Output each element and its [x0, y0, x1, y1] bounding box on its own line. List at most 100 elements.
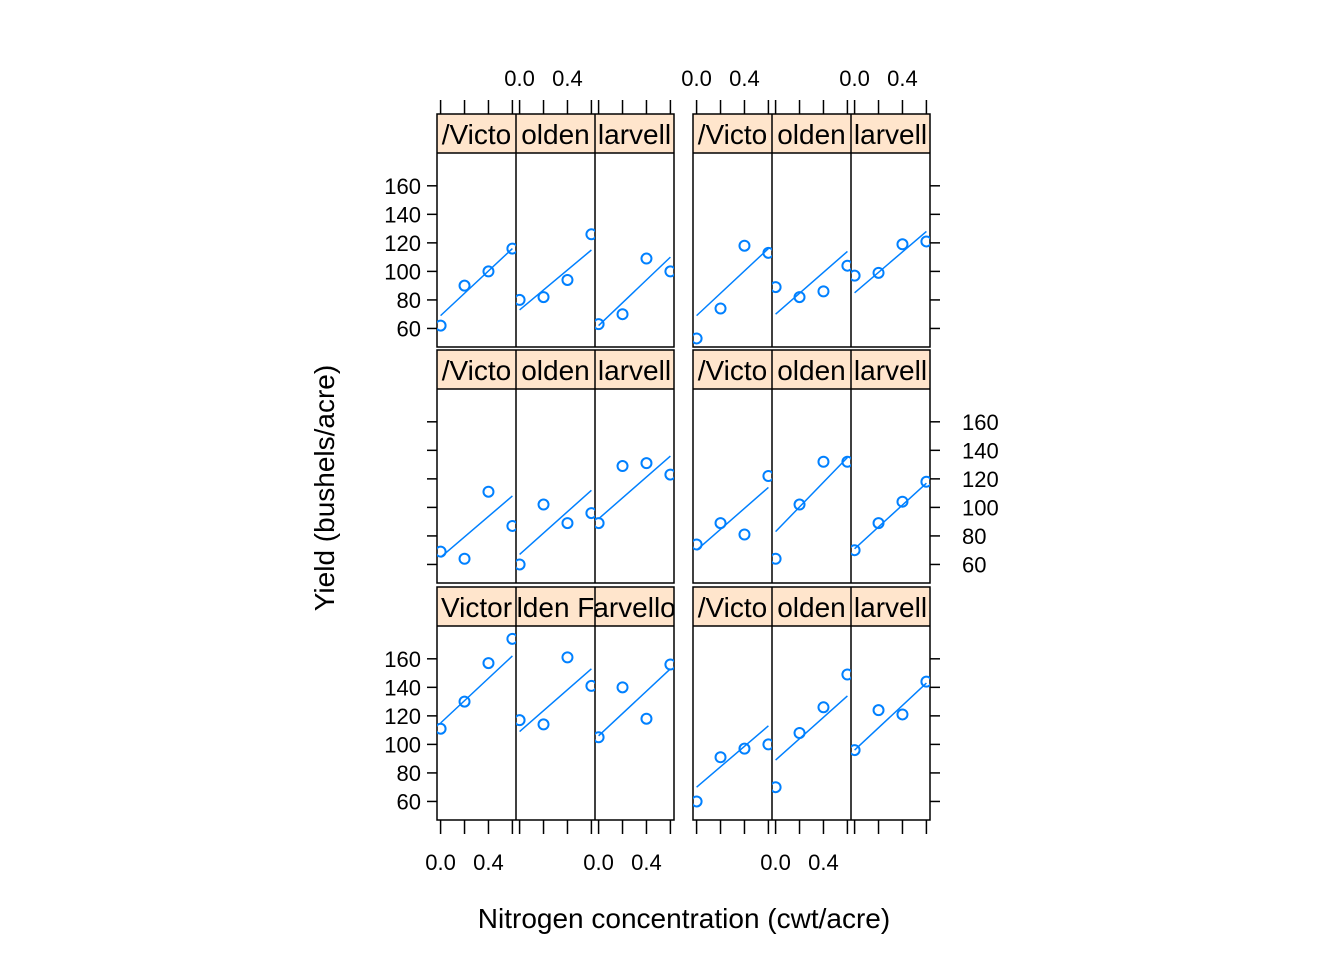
panel-plot	[437, 485, 516, 565]
regression-line	[696, 486, 769, 551]
regression-line	[598, 668, 671, 737]
strip-bg	[851, 587, 930, 626]
data-point	[714, 517, 727, 530]
data-point	[714, 751, 727, 764]
panel-plot	[693, 725, 772, 808]
regression-line	[519, 489, 592, 556]
y-tick-label: 160	[962, 410, 999, 435]
x-tick-label-top: 0.4	[729, 66, 760, 91]
panel-plot	[772, 250, 851, 315]
regression-line	[854, 230, 927, 294]
strip-bg	[772, 587, 851, 626]
y-axis-label: Yield (bushels/acre)	[309, 365, 340, 611]
y-tick-label: 80	[397, 761, 421, 786]
data-point	[561, 651, 574, 664]
strip-bg	[595, 587, 674, 626]
strip-bg	[851, 350, 930, 389]
data-point	[772, 281, 782, 294]
data-point	[561, 273, 574, 286]
data-point	[920, 675, 930, 688]
data-point	[793, 291, 806, 304]
panel-plot	[437, 242, 516, 332]
data-point	[793, 498, 806, 511]
data-point	[738, 239, 751, 252]
data-point	[537, 291, 550, 304]
x-tick-label-top: 0.4	[887, 66, 918, 91]
y-tick-label: 100	[962, 495, 999, 520]
strip-bg	[693, 587, 772, 626]
x-tick-label-bottom: 0.4	[808, 850, 839, 875]
regression-line	[519, 668, 592, 733]
y-tick-label: 100	[384, 259, 421, 284]
data-point	[585, 507, 595, 520]
panel-plot	[516, 489, 595, 571]
strip-bg	[772, 350, 851, 389]
data-point	[762, 738, 772, 751]
data-point	[896, 238, 909, 251]
panel-plot	[595, 658, 674, 744]
strip-label: larvell	[854, 592, 927, 623]
panel-plot	[772, 455, 851, 565]
data-point	[516, 714, 526, 727]
data-point	[437, 545, 447, 558]
data-point	[616, 460, 629, 473]
data-point	[693, 795, 703, 808]
panel-frame	[692, 113, 931, 348]
data-point	[738, 528, 751, 541]
strip-label: larvell	[854, 119, 927, 150]
data-point	[920, 235, 930, 248]
panel-frame	[436, 113, 675, 348]
panel-frame	[692, 349, 931, 584]
regression-line	[696, 248, 769, 317]
y-tick-label: 100	[384, 732, 421, 757]
data-point	[841, 455, 851, 468]
regression-line	[440, 248, 513, 317]
data-point	[896, 708, 909, 721]
panel-plot	[693, 239, 772, 345]
panel-plot	[693, 470, 772, 551]
data-point	[772, 552, 782, 565]
regression-line	[519, 249, 592, 311]
strip-label: larvell	[854, 355, 927, 386]
panel-frame	[436, 586, 675, 821]
data-point	[851, 744, 861, 757]
data-point	[537, 718, 550, 731]
data-point	[762, 470, 772, 483]
x-tick-label-bottom: 0.0	[425, 850, 456, 875]
data-point	[664, 468, 674, 481]
data-point	[817, 701, 830, 714]
strip-bg	[772, 114, 851, 153]
x-tick-label-top: 0.0	[504, 66, 535, 91]
data-point	[841, 259, 851, 272]
data-point	[772, 781, 782, 794]
strip-label: /Victo	[442, 355, 512, 386]
data-point	[537, 498, 550, 511]
x-tick-label-bottom: 0.0	[760, 850, 791, 875]
regression-line	[598, 455, 671, 520]
strip-bg	[693, 350, 772, 389]
data-point	[817, 285, 830, 298]
strip-label: arvello	[593, 592, 675, 623]
x-tick-label-bottom: 0.4	[631, 850, 662, 875]
y-tick-label: 120	[962, 467, 999, 492]
strip-label: Victor	[441, 592, 512, 623]
data-point	[817, 455, 830, 468]
strip-bg	[516, 350, 595, 389]
panel-plot	[772, 668, 851, 794]
y-tick-label: 80	[397, 288, 421, 313]
data-point	[851, 269, 861, 282]
strip-bg	[851, 114, 930, 153]
panel-plot	[851, 230, 930, 294]
x-tick-label-top: 0.0	[681, 66, 712, 91]
strip-bg	[516, 587, 595, 626]
strip-label: larvell	[598, 355, 671, 386]
strip-label: /Victo	[442, 119, 512, 150]
data-point	[506, 632, 516, 645]
data-point	[616, 681, 629, 694]
x-tick-label-top: 0.4	[552, 66, 583, 91]
strip-label: /Victo	[698, 119, 768, 150]
data-point	[640, 252, 653, 265]
panel-plot	[595, 252, 674, 331]
data-point	[640, 457, 653, 470]
